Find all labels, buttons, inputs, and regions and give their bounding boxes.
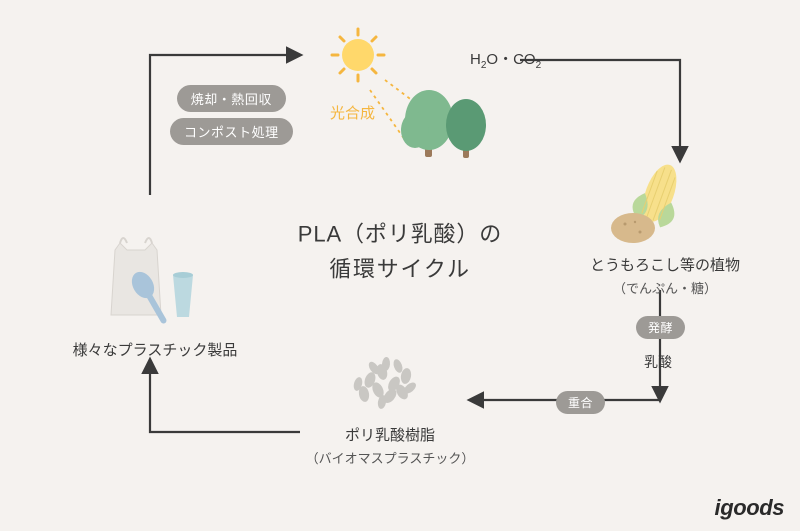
- sun-trees-icon: [320, 20, 520, 170]
- brand-logo: igoods: [715, 495, 784, 521]
- diagram-stage: 光合成 H2O・CO2 とうもろこし等の植物: [0, 0, 800, 531]
- pill-incineration: 焼却・熱回収: [177, 85, 286, 112]
- pill-polymerization: 重合: [556, 391, 605, 414]
- polymerization-pill-wrap: 重合: [556, 388, 605, 417]
- photosynthesis-label: 光合成: [330, 102, 375, 123]
- resin-icon: [310, 340, 470, 420]
- pill-compost: コンポスト処理: [170, 118, 293, 145]
- products-icon: [65, 225, 245, 335]
- formula-label: H2O・CO2: [470, 48, 541, 71]
- fermentation-pill-wrap: 発酵: [636, 313, 685, 342]
- resin-sub: （バイオマスプラスチック）: [306, 451, 475, 466]
- corn-caption: とうもろこし等の植物: [590, 257, 740, 274]
- title-line1: PLA（ポリ乳酸）の: [298, 216, 502, 251]
- node-products: 様々なプラスチック製品: [55, 225, 255, 363]
- left-pills: 焼却・熱回収 コンポスト処理: [170, 82, 293, 148]
- pill-fermentation: 発酵: [636, 316, 685, 339]
- lactic-acid-label: 乳酸: [644, 352, 672, 372]
- products-caption: 様々なプラスチック製品: [73, 342, 238, 359]
- node-resin: ポリ乳酸樹脂 （バイオマスプラスチック）: [300, 340, 480, 470]
- resin-caption: ポリ乳酸樹脂: [345, 427, 435, 444]
- node-sun-trees: [320, 20, 520, 175]
- corn-sub: （でんぷん・糖）: [613, 281, 717, 296]
- title-line2: 循環サイクル: [298, 251, 502, 286]
- corn-icon: [585, 160, 745, 250]
- node-corn: とうもろこし等の植物 （でんぷん・糖）: [575, 160, 755, 300]
- center-title: PLA（ポリ乳酸）の 循環サイクル: [298, 216, 502, 286]
